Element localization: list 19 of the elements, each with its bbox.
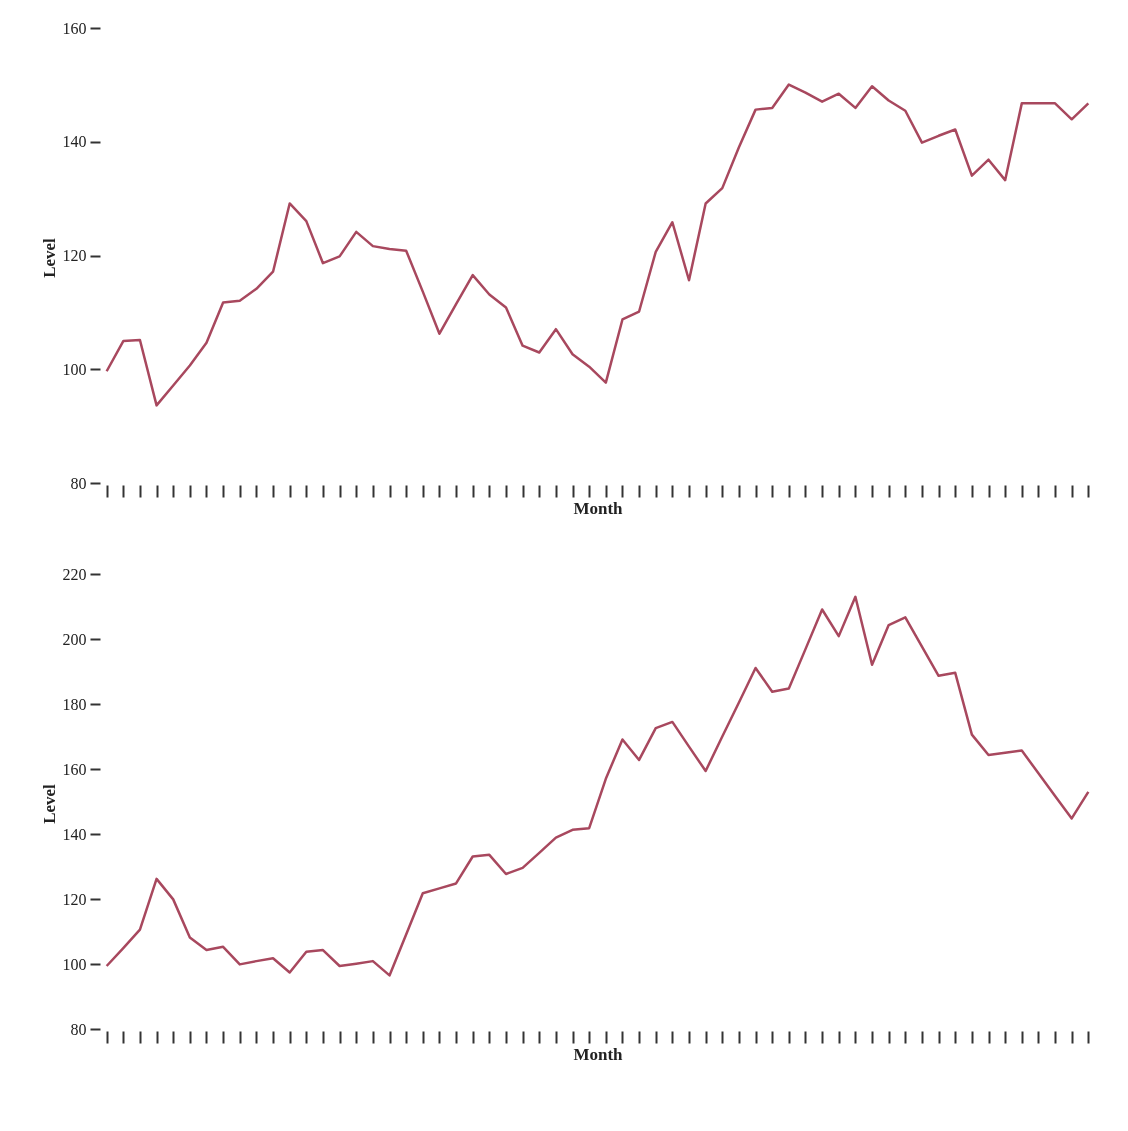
- x-axis-title: Month: [573, 498, 624, 518]
- y-tick-label: 120: [62, 890, 87, 908]
- y-tick-label: 80: [70, 1020, 87, 1038]
- line-series: [105, 83, 1090, 407]
- y-tick-label: 140: [62, 133, 87, 151]
- y-tick-label: 180: [62, 695, 87, 713]
- y-tick-label: 160: [62, 760, 87, 778]
- y-axis-title: Level: [39, 783, 59, 824]
- line-series: [105, 595, 1090, 977]
- y-axis-title: Level: [39, 237, 59, 278]
- y-tick-label: 160: [62, 19, 87, 37]
- x-axis-title: Month: [573, 1044, 624, 1064]
- y-tick-label: 120: [62, 247, 87, 264]
- y-tick-label: 200: [62, 630, 87, 648]
- y-tick-label: 140: [62, 825, 87, 843]
- y-tick-label: 80: [70, 474, 87, 492]
- y-tick-label: 100: [62, 955, 87, 973]
- y-tick-label: 220: [62, 565, 87, 583]
- y-tick-label: 100: [62, 360, 87, 378]
